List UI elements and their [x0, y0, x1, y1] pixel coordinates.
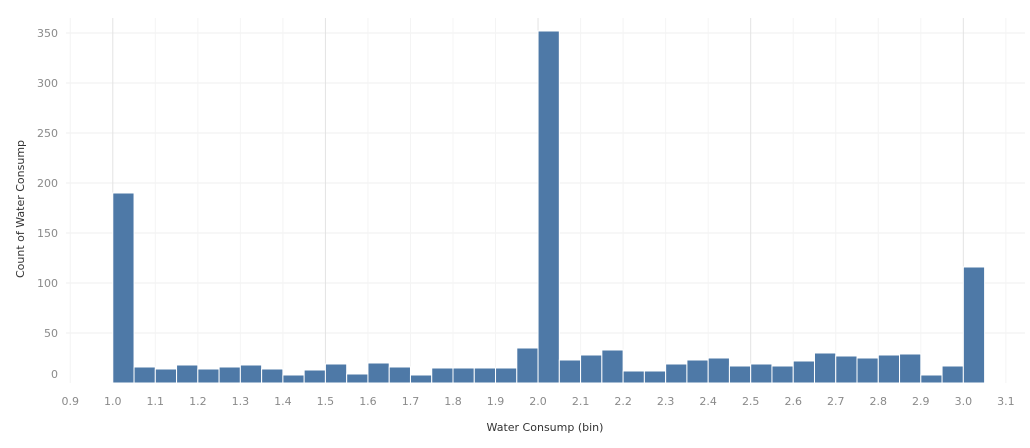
- histogram-bar: [665, 363, 688, 384]
- x-tick-label: 1.7: [402, 395, 420, 408]
- histogram-bar: [771, 365, 794, 384]
- histogram-bar: [239, 364, 263, 384]
- x-tick-label: 2.9: [912, 395, 930, 408]
- histogram-bar: [856, 357, 879, 384]
- histogram-bar: [282, 374, 305, 384]
- histogram-bar: [707, 357, 730, 384]
- x-tick-label: 2.5: [742, 395, 760, 408]
- histogram-bar: [303, 369, 326, 384]
- histogram-bar: [133, 366, 156, 384]
- x-tick-label: 1.5: [317, 395, 335, 408]
- histogram-bar: [516, 347, 539, 384]
- x-tick-label: 1.4: [274, 395, 292, 408]
- histogram-bar: [154, 368, 178, 384]
- histogram-bar: [367, 362, 390, 384]
- histogram-bar: [792, 360, 815, 384]
- histogram-bar: [197, 368, 220, 384]
- histogram-bar: [728, 365, 752, 384]
- histogram-bar: [558, 359, 582, 384]
- x-tick-label: 1.1: [147, 395, 165, 408]
- histogram-bar: [835, 355, 858, 384]
- histogram-bar: [537, 30, 560, 384]
- x-axis-ticks: 0.9 1.0 1.1 1.2 1.3 1.4 1.5 1.6 1.7 1.8 1.9 2.0 2.1 2…: [62, 395, 1015, 408]
- histogram-bar: [473, 367, 497, 384]
- y-tick-label: 350: [37, 27, 58, 40]
- histogram-bar: [431, 367, 454, 384]
- x-axis-title: Water Consump (bin): [487, 421, 604, 434]
- histogram-bar: [324, 363, 348, 384]
- histogram-bar: [962, 266, 986, 384]
- x-tick-label: 2.2: [614, 395, 632, 408]
- histogram-bar: [495, 367, 518, 384]
- y-tick-label: 100: [37, 277, 58, 290]
- histogram-bar: [686, 359, 709, 384]
- x-tick-label: 2.4: [699, 395, 717, 408]
- histogram-bar: [388, 366, 411, 384]
- x-tick-label: 2.7: [827, 395, 845, 408]
- histogram-bar: [346, 373, 369, 384]
- histogram-bar: [877, 354, 901, 384]
- y-tick-label: 150: [37, 227, 58, 240]
- histogram-bar: [218, 366, 241, 384]
- y-axis-title: Count of Water Consump: [14, 140, 27, 278]
- x-tick-label: 1.0: [104, 395, 122, 408]
- x-tick-label: 1.9: [487, 395, 505, 408]
- y-tick-label: 300: [37, 77, 58, 90]
- histogram-bar: [643, 370, 667, 384]
- histogram-bar: [750, 363, 773, 384]
- x-tick-label: 2.1: [572, 395, 590, 408]
- histogram-bar: [261, 368, 284, 384]
- y-tick-label: 200: [37, 177, 58, 190]
- histogram-bar: [899, 353, 922, 384]
- x-tick-label: 2.6: [784, 395, 802, 408]
- histogram-bar: [813, 352, 837, 384]
- histogram-bar: [452, 367, 475, 384]
- histogram-bar: [622, 370, 645, 384]
- histogram-bar: [176, 364, 199, 384]
- x-tick-label: 1.6: [359, 395, 377, 408]
- x-tick-label: 2.3: [657, 395, 675, 408]
- x-tick-label: 0.9: [62, 395, 80, 408]
- histogram-bar: [112, 192, 135, 384]
- histogram-bar: [941, 365, 964, 384]
- x-tick-label: 1.3: [232, 395, 250, 408]
- x-tick-label: 2.0: [529, 395, 547, 408]
- x-tick-label: 3.0: [955, 395, 973, 408]
- histogram-bar: [409, 374, 433, 384]
- y-axis-ticks: 0 50 100 150 200 250 300 350: [37, 27, 58, 381]
- x-tick-label: 1.2: [189, 395, 207, 408]
- x-tick-label: 3.1: [997, 395, 1015, 408]
- y-tick-label: 250: [37, 127, 58, 140]
- bars: [112, 30, 986, 384]
- histogram-bar: [580, 354, 603, 384]
- y-tick-label: 0: [51, 368, 58, 381]
- histogram-bar: [601, 349, 624, 384]
- y-tick-label: 50: [44, 327, 58, 340]
- histogram-bar: [920, 374, 943, 384]
- x-tick-label: 2.8: [870, 395, 888, 408]
- x-tick-label: 1.8: [444, 395, 462, 408]
